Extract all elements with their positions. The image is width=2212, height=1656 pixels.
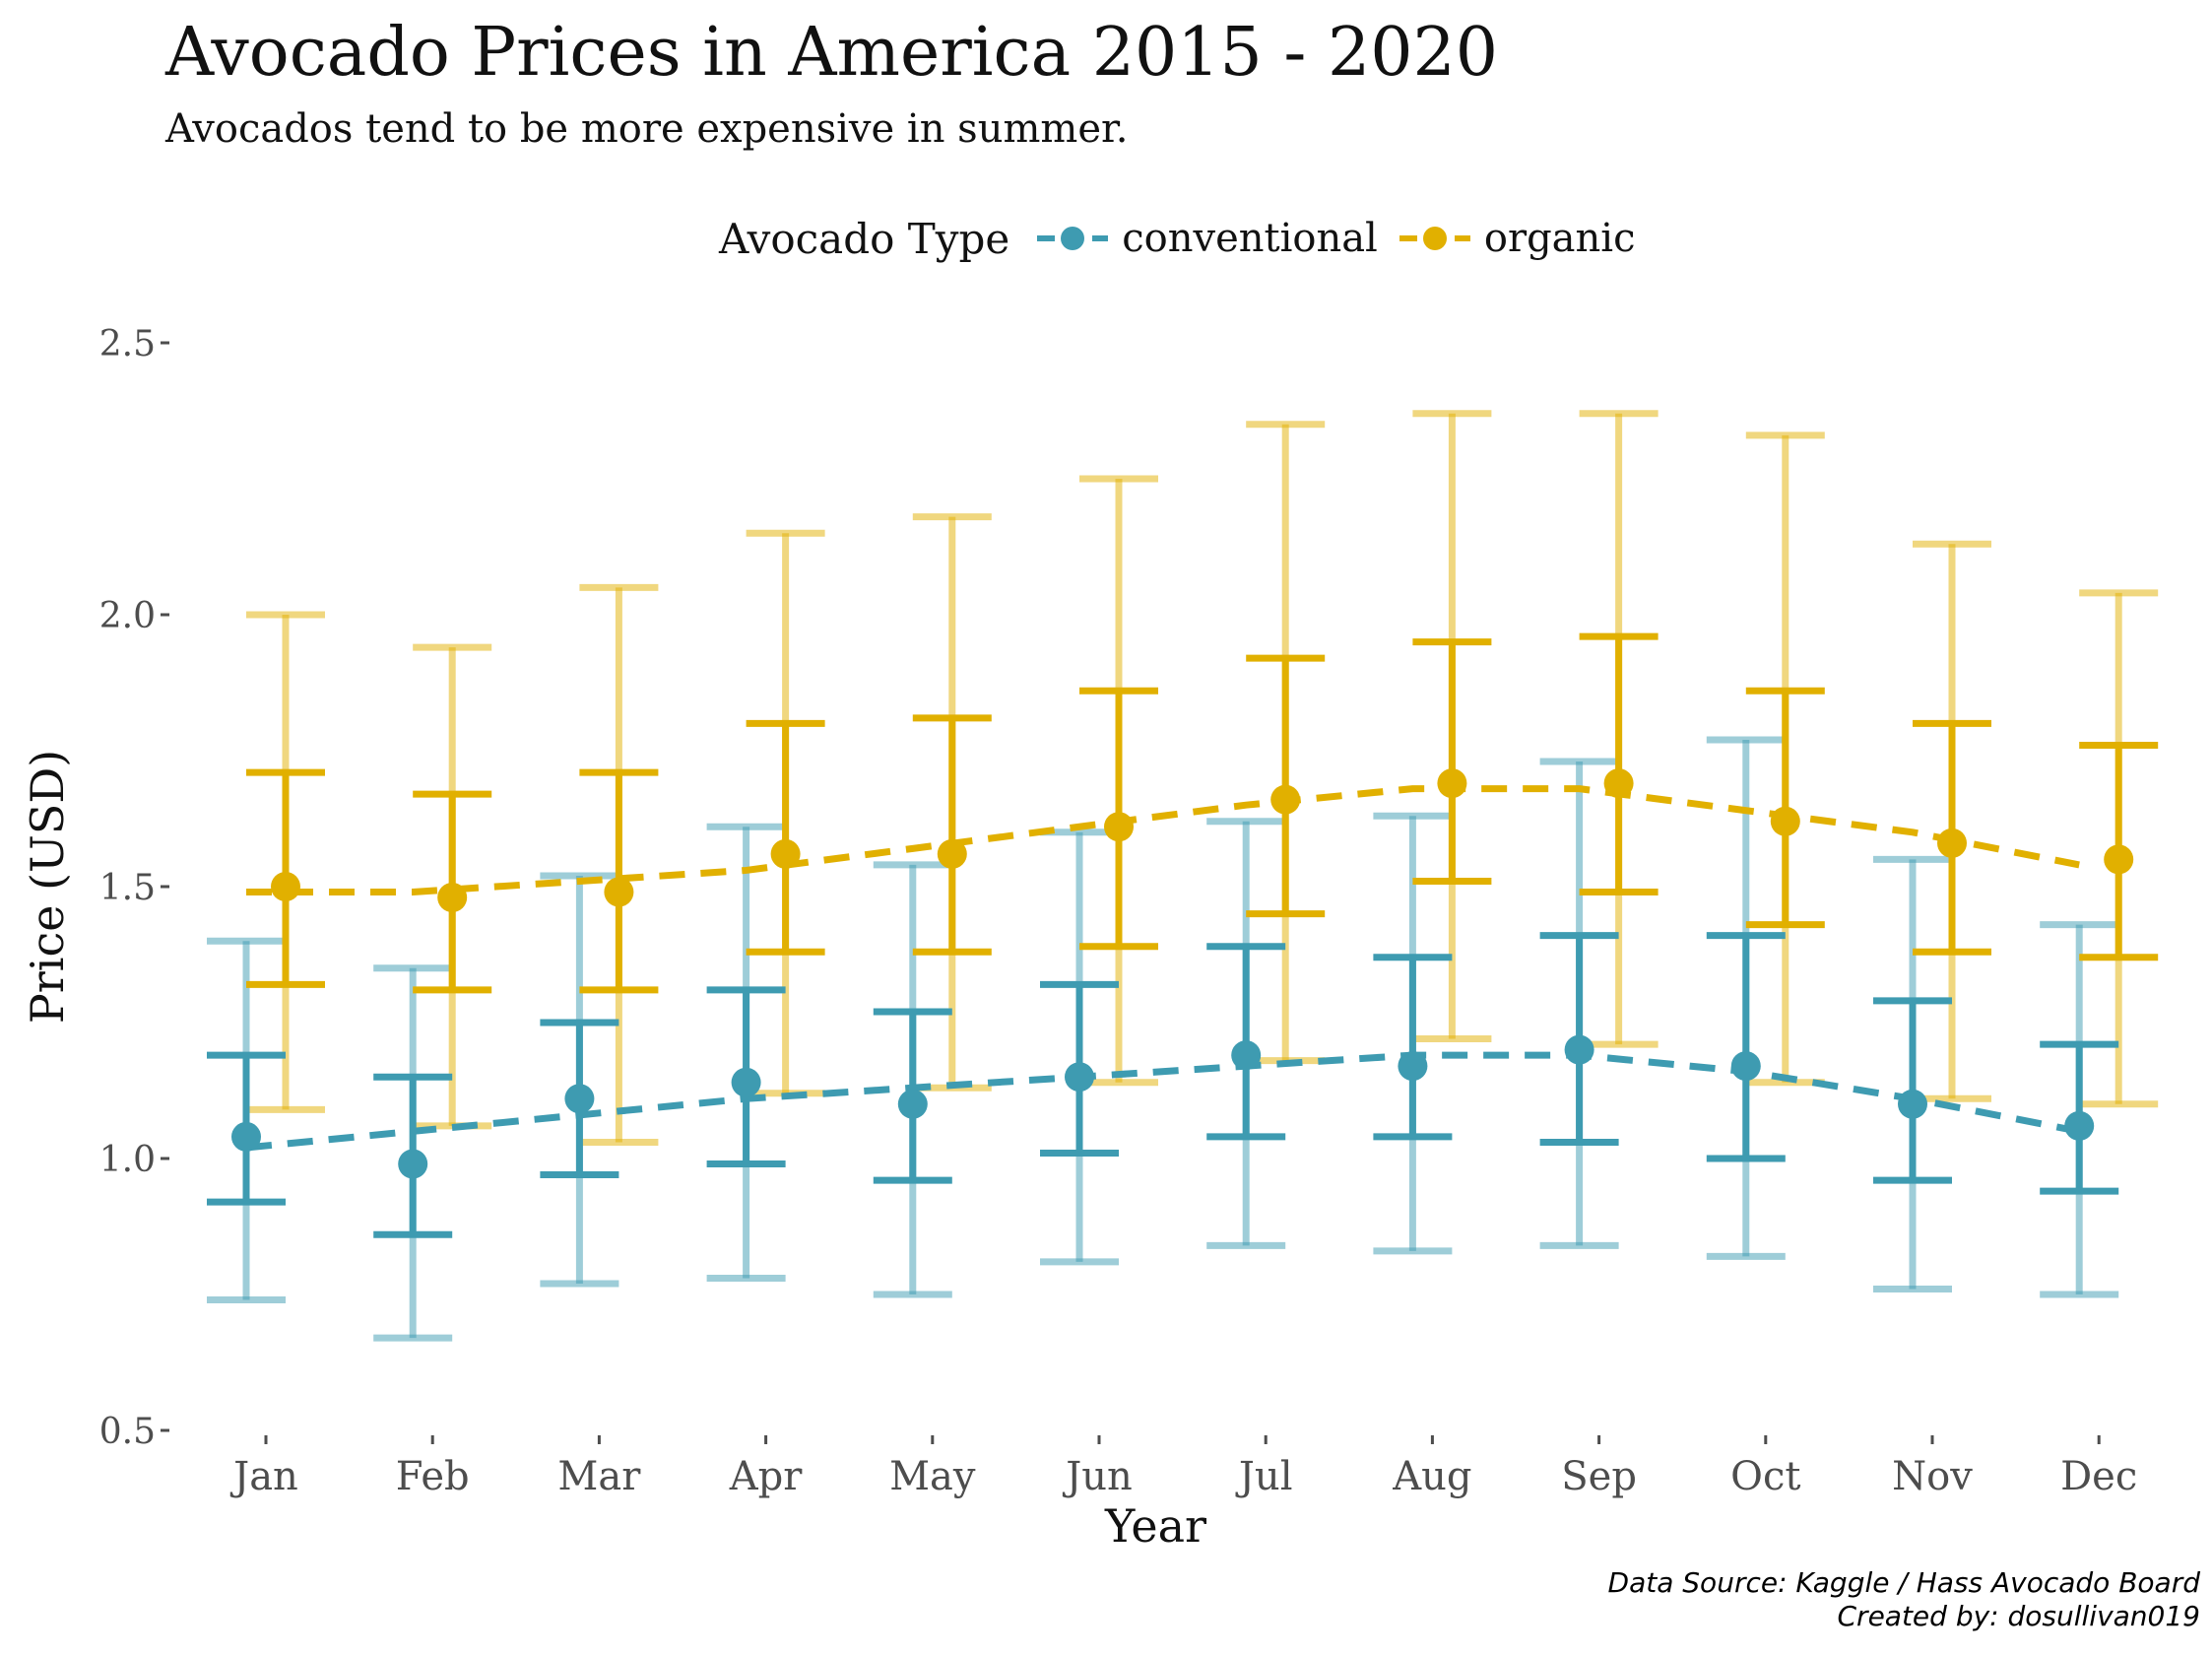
- x-tick-label: Feb: [396, 1454, 470, 1499]
- mean-point-conventional: [1564, 1034, 1594, 1065]
- mean-point-organic: [604, 877, 634, 907]
- mean-point-conventional: [1898, 1089, 1927, 1119]
- mean-point-conventional: [897, 1089, 928, 1119]
- mean-point-organic: [1104, 812, 1134, 842]
- mean-point-organic: [1437, 768, 1467, 799]
- x-tick-label: Apr: [729, 1454, 803, 1499]
- x-tick-label: Dec: [2060, 1454, 2137, 1499]
- legend-label-conventional: conventional: [1122, 216, 1378, 261]
- trend-line-organic: [246, 785, 2080, 896]
- x-axis-title: Year: [1104, 1499, 1206, 1553]
- y-tick-label: 0.5: [99, 1412, 156, 1452]
- x-tick-label: Sep: [1561, 1454, 1637, 1499]
- mean-point-organic: [2104, 844, 2134, 875]
- mean-point-conventional: [231, 1121, 261, 1152]
- mean-point-conventional: [1065, 1062, 1094, 1093]
- mean-point-organic: [1270, 784, 1301, 815]
- legend-title: Avocado Type: [719, 214, 1010, 263]
- mean-point-conventional: [1231, 1040, 1262, 1071]
- mean-point-organic: [937, 838, 967, 869]
- x-tick-label: Jun: [1062, 1454, 1133, 1499]
- x-tick-label: Jan: [229, 1454, 298, 1499]
- y-axis-title: Price (USD): [21, 750, 74, 1024]
- mean-point-conventional: [398, 1149, 428, 1179]
- mean-point-organic: [770, 838, 801, 869]
- mean-point-conventional: [2064, 1110, 2095, 1141]
- y-tick-label: 2.0: [99, 596, 156, 636]
- mean-point-organic: [271, 872, 300, 901]
- y-tick-label: 1.5: [99, 868, 156, 908]
- legend-key-conventional: [1037, 227, 1109, 250]
- legend-key-organic: [1399, 227, 1470, 250]
- mean-point-conventional: [731, 1067, 761, 1097]
- caption-source: Data Source: Kaggle / Hass Avocado Board: [1607, 1566, 2200, 1599]
- mean-point-conventional: [1398, 1051, 1428, 1082]
- chart-subtitle: Avocados tend to be more expensive in su…: [165, 106, 1129, 152]
- legend-item-organic[interactable]: organic: [1399, 216, 1636, 261]
- mean-point-conventional: [564, 1084, 595, 1114]
- caption: Data Source: Kaggle / Hass Avocado Board…: [1608, 1566, 2200, 1633]
- mean-point-organic: [1603, 768, 1634, 799]
- x-tick-label: Oct: [1730, 1454, 1800, 1499]
- y-tick-label: 2.5: [99, 324, 156, 364]
- x-tick-label: May: [889, 1454, 976, 1499]
- legend: Avocado Type conventional organic: [719, 209, 1635, 268]
- x-tick-label: Jul: [1235, 1454, 1293, 1499]
- legend-item-conventional[interactable]: conventional: [1037, 216, 1378, 261]
- mean-point-organic: [437, 883, 468, 913]
- x-tick-label: Aug: [1392, 1454, 1471, 1499]
- mean-point-organic: [1937, 828, 1967, 858]
- legend-label-organic: organic: [1483, 216, 1636, 261]
- trend-line-conventional: [245, 1051, 2080, 1152]
- caption-author: Created by: dosullivan019: [1837, 1600, 2201, 1632]
- mean-point-conventional: [1730, 1051, 1761, 1082]
- x-tick-label: Mar: [557, 1454, 641, 1499]
- chart-title: Avocado Prices in America 2015 - 2020: [165, 14, 1499, 92]
- mean-point-organic: [1770, 806, 1800, 836]
- x-tick-label: Nov: [1892, 1454, 1973, 1499]
- y-tick-label: 1.0: [99, 1140, 156, 1180]
